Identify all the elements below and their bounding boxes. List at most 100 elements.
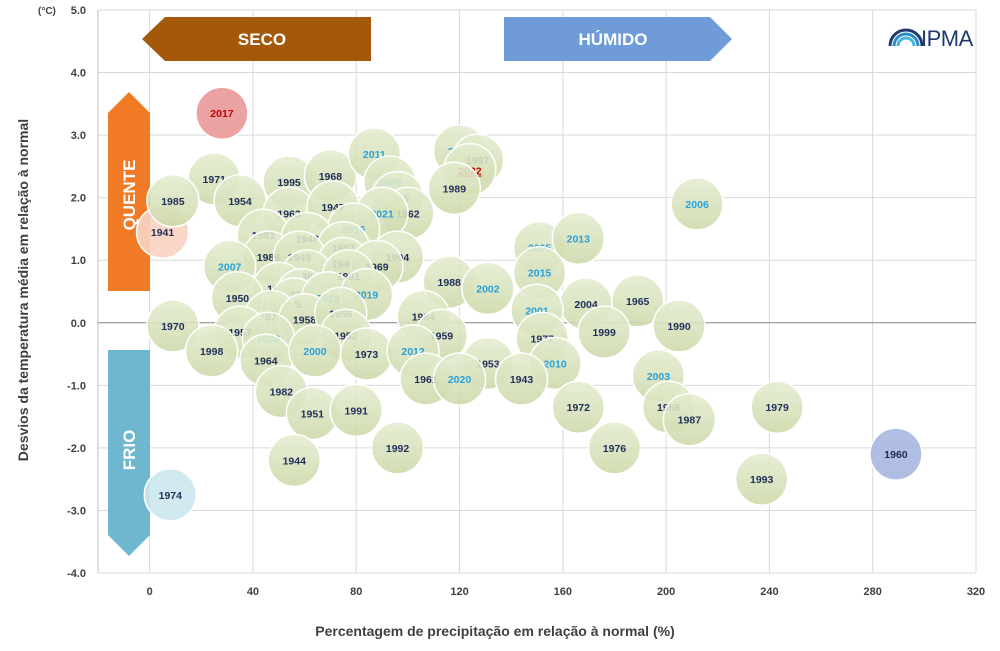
bubble-2006: 2006 bbox=[670, 177, 724, 231]
y-tick-label: 3.0 bbox=[71, 130, 86, 142]
bubble-circle bbox=[869, 427, 923, 481]
bubble-circle bbox=[146, 174, 200, 228]
humido-arrow-shape bbox=[504, 17, 732, 61]
bubble-year-label: 1961 bbox=[414, 374, 438, 386]
seco-arrow-shape bbox=[142, 17, 371, 61]
bubble-circle bbox=[551, 211, 606, 266]
bubble-circle bbox=[610, 274, 665, 328]
bubble-1965: 1965 bbox=[610, 274, 665, 328]
logo-arc-inner bbox=[896, 36, 916, 47]
bubble-year-label: 1958 bbox=[293, 315, 317, 327]
bubble-layer: 2017194119741960201419972022198919711995… bbox=[135, 86, 923, 522]
bubble-circle bbox=[146, 299, 200, 353]
bubble-year-label: 2004 bbox=[574, 299, 598, 311]
bubble-1987: 1987 bbox=[662, 392, 717, 447]
bubble-2000: 2000 bbox=[288, 324, 342, 378]
x-tick-label: 40 bbox=[247, 586, 259, 598]
bubble-1944: 1944 bbox=[267, 433, 322, 488]
bubble-year-label: 1995 bbox=[277, 177, 301, 189]
bubble-circle bbox=[551, 380, 606, 434]
bubble-1973: 1973 bbox=[339, 327, 394, 381]
bubble-year-label: 1991 bbox=[345, 405, 369, 417]
y-tick-label: 0.0 bbox=[71, 318, 86, 330]
x-axis-title: Percentagem de precipitação em relação à… bbox=[315, 623, 674, 639]
bubble-circle bbox=[750, 380, 804, 434]
ipma-logo: IPMA bbox=[888, 26, 974, 51]
bubble-2002: 2002 bbox=[461, 261, 515, 316]
bubble-year-label: 1972 bbox=[567, 402, 591, 414]
bubble-year-label: 2013 bbox=[567, 233, 591, 245]
humido-label: HÚMIDO bbox=[579, 30, 648, 49]
y-unit-label: (°C) bbox=[38, 6, 56, 17]
bubble-circle bbox=[670, 177, 724, 231]
bubble-1992: 1992 bbox=[370, 421, 425, 475]
bubble-1972: 1972 bbox=[551, 380, 606, 434]
bubble-year-label: 2010 bbox=[543, 358, 567, 370]
bubble-year-label: 1999 bbox=[592, 327, 616, 339]
x-tick-label: 280 bbox=[864, 586, 882, 598]
bubble-1991: 1991 bbox=[329, 383, 383, 438]
bubble-year-label: 1979 bbox=[765, 402, 789, 414]
bubble-1960: 1960 bbox=[869, 427, 923, 481]
bubble-circle bbox=[195, 86, 249, 140]
bubble-year-label: 2003 bbox=[647, 371, 671, 383]
frio-label: FRIO bbox=[120, 430, 139, 471]
bubble-year-label: 1944 bbox=[283, 455, 307, 467]
bubble-year-label: 1941 bbox=[151, 227, 175, 239]
y-tick-label: -2.0 bbox=[67, 443, 86, 455]
bubble-year-label: 1998 bbox=[200, 346, 224, 358]
bubble-circle bbox=[184, 324, 239, 378]
bubble-circle bbox=[370, 421, 425, 475]
y-tick-label: -3.0 bbox=[67, 505, 86, 517]
y-axis-ticks: 5.0 4.0 3.0 2.0 1.0 0.0 -1.0 -2.0 -3.0 -4.0 bbox=[67, 5, 86, 580]
bubble-year-label: 1976 bbox=[603, 443, 627, 455]
x-tick-label: 320 bbox=[967, 586, 985, 598]
y-axis-title: Desvios da temperatura média em relação … bbox=[15, 119, 31, 461]
x-tick-label: 240 bbox=[760, 586, 778, 598]
frio-arrow-shape bbox=[108, 350, 150, 556]
bubble-1943: 1943 bbox=[494, 352, 549, 406]
bubble-year-label: 2002 bbox=[476, 283, 500, 295]
bubble-2017: 2017 bbox=[195, 86, 249, 140]
bubble-circle bbox=[494, 352, 549, 406]
bubble-year-label: 1988 bbox=[438, 277, 462, 289]
bubble-year-label: 2017 bbox=[210, 108, 234, 120]
bubble-1974: 1974 bbox=[143, 468, 198, 522]
bubble-year-label: 2006 bbox=[685, 199, 709, 211]
y-tick-label: 5.0 bbox=[71, 5, 86, 17]
bubble-circle bbox=[662, 392, 717, 447]
x-axis-ticks: 0 40 80 120 160 200 240 280 320 bbox=[147, 586, 986, 598]
bubble-circle bbox=[577, 305, 631, 359]
bubble-year-label: 1968 bbox=[319, 171, 343, 183]
bubble-circle bbox=[432, 352, 487, 406]
bubble-year-label: 1951 bbox=[301, 408, 325, 420]
bubble-year-label: 2000 bbox=[303, 346, 327, 358]
bubble-1970: 1970 bbox=[146, 299, 200, 353]
bubble-year-label: 1985 bbox=[161, 196, 185, 208]
bubble-year-label: 1973 bbox=[355, 349, 379, 361]
frio-arrow: FRIO bbox=[108, 350, 150, 556]
bubble-year-label: 1974 bbox=[159, 490, 183, 502]
bubble-1990: 1990 bbox=[652, 299, 706, 353]
bubble-1993: 1993 bbox=[734, 452, 789, 506]
y-tick-label: 1.0 bbox=[71, 255, 86, 267]
bubble-1979: 1979 bbox=[750, 380, 804, 434]
x-tick-label: 120 bbox=[450, 586, 468, 598]
logo-arc-middle bbox=[892, 32, 920, 47]
bubble-1998: 1998 bbox=[184, 324, 239, 378]
bubble-circle bbox=[652, 299, 706, 353]
bubble-year-label: 1950 bbox=[226, 293, 250, 305]
bubble-circle bbox=[329, 383, 383, 438]
bubble-circle bbox=[461, 261, 515, 316]
bubble-year-label: 1992 bbox=[386, 443, 410, 455]
bubble-circle bbox=[143, 468, 198, 522]
bubble-year-label: 1954 bbox=[228, 196, 252, 208]
bubble-year-label: 1960 bbox=[884, 449, 908, 461]
logo-text: IPMA bbox=[921, 26, 974, 51]
bubble-1999: 1999 bbox=[577, 305, 631, 359]
bubble-circle bbox=[427, 161, 482, 216]
y-tick-label: 2.0 bbox=[71, 193, 86, 205]
bubble-circle bbox=[267, 433, 322, 488]
seco-arrow: SECO bbox=[142, 17, 371, 61]
bubble-year-label: 1970 bbox=[161, 321, 185, 333]
